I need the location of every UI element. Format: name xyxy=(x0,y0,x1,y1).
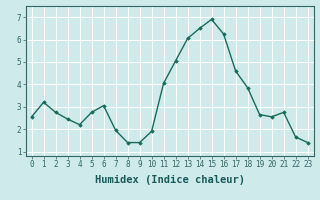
X-axis label: Humidex (Indice chaleur): Humidex (Indice chaleur) xyxy=(95,175,244,185)
